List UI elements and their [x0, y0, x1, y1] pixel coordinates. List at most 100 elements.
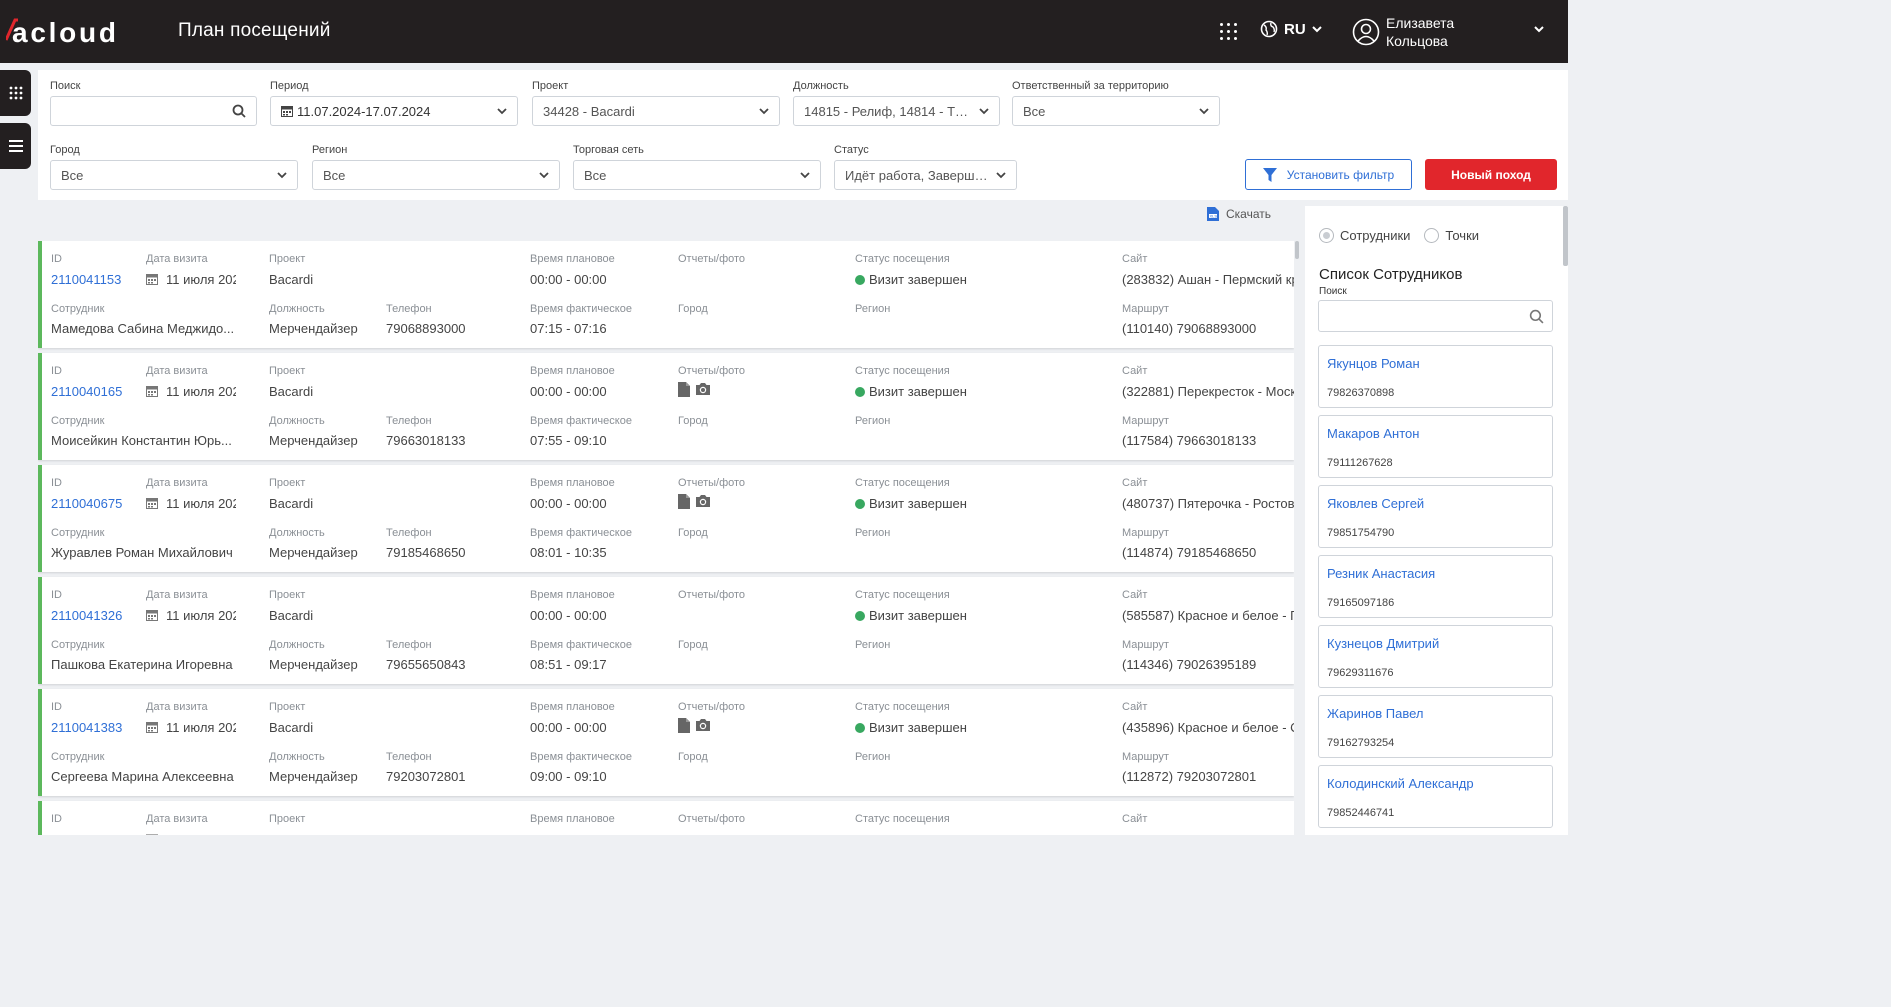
employee-card-name[interactable]: Резник Анастасия — [1327, 566, 1436, 581]
employee-card[interactable]: Якунцов Роман 79826370898 — [1318, 345, 1553, 408]
period-select[interactable]: 11.07.2024-17.07.2024 — [270, 96, 518, 126]
hamburger-menu-icon — [8, 140, 23, 152]
project-select[interactable]: 34428 - Bacardi — [532, 96, 780, 126]
employee-card[interactable]: Жаринов Павел 79162793254 — [1318, 695, 1553, 758]
search-icon[interactable] — [232, 104, 246, 118]
route-value: (112872) 79203072801 — [1122, 769, 1257, 784]
visit-card[interactable]: ID 2110040675 Дата визита 11 июля 2024 П… — [38, 465, 1294, 572]
radio-employees[interactable]: Сотрудники — [1319, 228, 1410, 243]
visit-status-label: Статус посещения — [855, 701, 950, 713]
project-label: Проект — [269, 813, 306, 825]
employee-card[interactable]: Резник Анастасия 79165097186 — [1318, 555, 1553, 618]
document-icon[interactable] — [678, 382, 690, 397]
new-visit-button[interactable]: Новый поход — [1425, 159, 1557, 190]
visit-card[interactable]: ID 2110041326 Дата визита 11 июля 2024 П… — [38, 577, 1294, 684]
employee-card-name[interactable]: Жаринов Павел — [1327, 706, 1424, 721]
visit-card[interactable]: ID 2110041383 Дата визита 11 июля 2024 П… — [38, 689, 1294, 796]
visit-card[interactable]: ID 2110040165 Дата визита 11 июля 2024 П… — [38, 353, 1294, 460]
employee-name: Мамедова Сабина Меджидо... — [51, 321, 235, 336]
chain-select[interactable]: Все — [573, 160, 821, 190]
employee-card[interactable]: Кузнецов Дмитрий 79629311676 — [1318, 625, 1553, 688]
route-value: (110140) 79068893000 — [1122, 321, 1257, 336]
employee-card-name[interactable]: Якунцов Роман — [1327, 356, 1420, 371]
status-label: Статус — [834, 144, 869, 156]
project-value: Bacardi — [269, 272, 314, 287]
filter-funnel-icon — [1262, 167, 1277, 182]
position-label: Должность — [269, 527, 325, 539]
actual-time: 08:51 - 09:17 — [530, 657, 607, 672]
id-label: ID — [51, 589, 62, 601]
employee-search-input[interactable] — [1318, 300, 1553, 332]
position-label: Должность — [793, 80, 849, 92]
apply-filter-button[interactable]: Установить фильтр — [1245, 159, 1412, 190]
region-select[interactable]: Все — [312, 160, 560, 190]
planned-time-label: Время плановое — [530, 477, 615, 489]
employee-card-phone: 79629311676 — [1327, 667, 1394, 679]
reports-icons — [678, 494, 711, 509]
visit-id-link[interactable]: 2110041383 — [51, 720, 123, 735]
visit-id-link[interactable]: 2110041153 — [51, 272, 122, 287]
position-select[interactable]: 14815 - Релиф, 14814 - ТМ, 14... — [793, 96, 1000, 126]
city-label: Город — [50, 144, 80, 156]
document-icon[interactable] — [678, 494, 690, 509]
site-label: Сайт — [1122, 701, 1148, 713]
camera-icon[interactable] — [695, 718, 711, 732]
side-menu-button[interactable] — [0, 123, 31, 169]
visit-id-link[interactable]: 2110041326 — [51, 608, 123, 623]
id-label: ID — [51, 365, 62, 377]
employee-card-name[interactable]: Яковлев Сергей — [1327, 496, 1425, 511]
reports-label: Отчеты/фото — [678, 701, 746, 713]
planned-time-label: Время плановое — [530, 701, 615, 713]
visit-status-label: Статус посещения — [855, 253, 950, 265]
chevron-down-icon — [800, 172, 810, 179]
site-label: Сайт — [1122, 253, 1148, 265]
actual-time-label: Время фактическое — [530, 639, 632, 651]
visit-list-scrollbar[interactable] — [1294, 241, 1300, 835]
search-input[interactable] — [50, 96, 257, 126]
visit-date-label: Дата визита — [146, 253, 208, 265]
document-icon[interactable] — [678, 718, 690, 733]
user-menu[interactable]: Елизавета Кольцова — [1352, 14, 1506, 50]
phone-value: 79203072801 — [386, 769, 466, 784]
language-code: RU — [1284, 20, 1306, 38]
apps-grid-icon[interactable] — [1220, 23, 1238, 41]
visit-status: Визит завершен — [855, 608, 967, 623]
employee-card-phone: 79111267628 — [1327, 457, 1393, 469]
employee-card-name[interactable]: Кузнецов Дмитрий — [1327, 636, 1440, 651]
camera-icon[interactable] — [695, 382, 711, 396]
position-label: Должность — [269, 639, 325, 651]
visit-card[interactable]: ID Дата визита Проект Время плановое Отч… — [38, 801, 1294, 835]
responsible-select[interactable]: Все — [1012, 96, 1220, 126]
city-label: Город — [678, 639, 708, 651]
svg-text:XLS: XLS — [1210, 214, 1218, 219]
download-button[interactable]: XLS Скачать — [1205, 206, 1271, 222]
visit-card[interactable]: ID 2110041153 Дата визита 11 июля 2024 П… — [38, 241, 1294, 348]
chain-label: Торговая сеть — [573, 144, 644, 156]
radio-points[interactable]: Точки — [1424, 228, 1479, 243]
employee-card-phone: 79826370898 — [1327, 387, 1395, 399]
planned-time: 00:00 - 00:00 — [530, 720, 607, 735]
status-select[interactable]: Идёт работа, Завершен... — [834, 160, 1017, 190]
side-apps-button[interactable] — [0, 70, 31, 116]
camera-icon[interactable] — [695, 494, 711, 508]
user-chevron-down-icon[interactable] — [1533, 24, 1545, 34]
search-icon[interactable] — [1529, 309, 1544, 324]
status-dot-icon — [855, 723, 865, 733]
panel-scrollbar-thumb[interactable] — [1563, 206, 1568, 266]
reports-label: Отчеты/фото — [678, 365, 746, 377]
visit-id-link[interactable]: 2110040675 — [51, 496, 123, 511]
employee-card-name[interactable]: Колодинский Александр — [1327, 776, 1474, 791]
city-select[interactable]: Все — [50, 160, 298, 190]
site-label: Сайт — [1122, 365, 1148, 377]
employee-card[interactable]: Яковлев Сергей 79851754790 — [1318, 485, 1553, 548]
acloud-logo[interactable]: acloud — [6, 14, 118, 48]
position-value: Мерчендайзер — [269, 321, 358, 336]
employee-card[interactable]: Колодинский Александр 79852446741 — [1318, 765, 1553, 828]
employee-card-name[interactable]: Макаров Антон — [1327, 426, 1420, 441]
visit-id-link[interactable]: 2110040165 — [51, 384, 123, 399]
globe-icon — [1260, 20, 1278, 38]
chevron-down-icon — [277, 172, 287, 179]
employee-card[interactable]: Макаров Антон 79111267628 — [1318, 415, 1553, 478]
actual-time-label: Время фактическое — [530, 415, 632, 427]
language-selector[interactable]: RU — [1260, 20, 1322, 38]
